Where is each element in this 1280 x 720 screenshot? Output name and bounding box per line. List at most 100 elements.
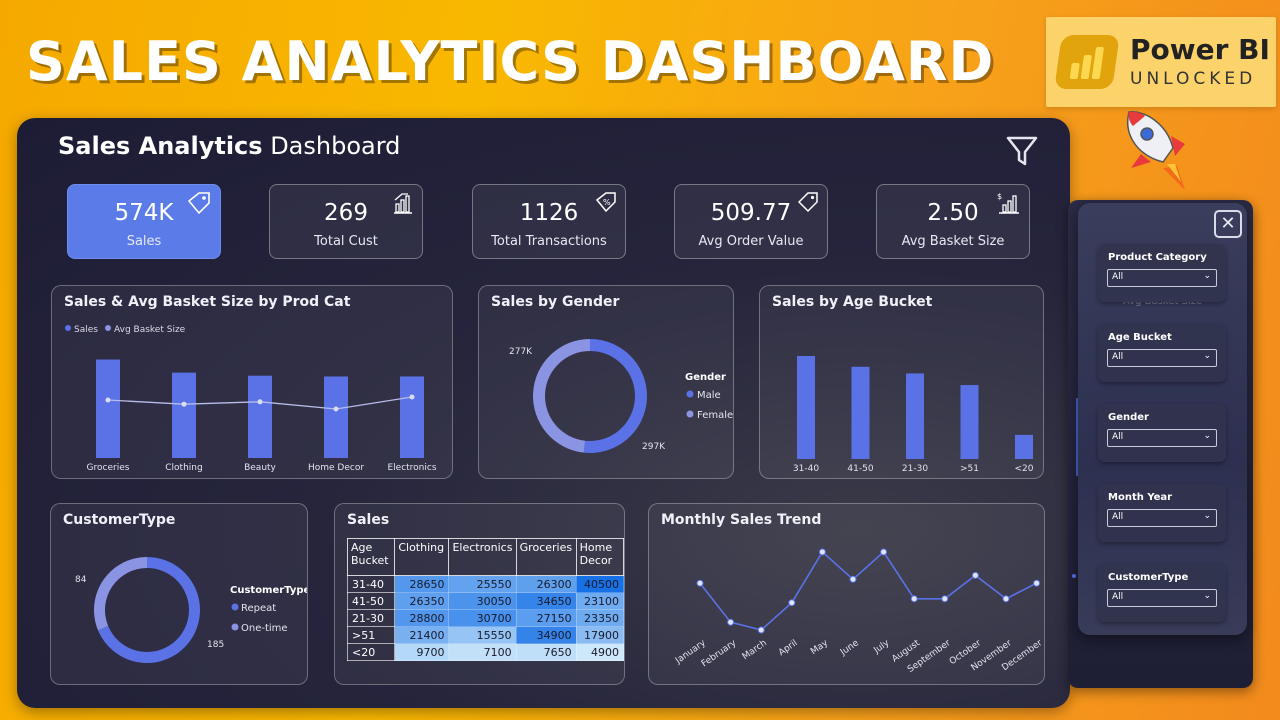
slicer-dropdown[interactable]: All ⌄ (1107, 269, 1217, 287)
slicer-age-bucket[interactable]: Age Bucket All ⌄ (1098, 324, 1226, 382)
kpi-value: 2.50 (927, 200, 979, 226)
kpi-value: 509.77 (710, 200, 792, 226)
slicer-dropdown[interactable]: All ⌄ (1107, 349, 1217, 367)
bar (797, 355, 815, 459)
slicer-customer-type[interactable]: CustomerType All ⌄ (1098, 564, 1226, 622)
slicer-gender[interactable]: Gender All ⌄ (1098, 404, 1226, 462)
chevron-down-icon: ⌄ (1203, 511, 1211, 521)
bar-chart-icon (394, 193, 412, 214)
close-icon[interactable]: ✕ (1214, 210, 1242, 238)
slicer-dropdown[interactable]: All ⌄ (1107, 429, 1217, 447)
slicer-dropdown[interactable]: All ⌄ (1107, 589, 1217, 607)
table-row: 41-50 26350 30050 34650 23100 (346, 592, 625, 610)
slicer-label: Month Year (1108, 492, 1173, 503)
donut-label-male: 297K (642, 442, 666, 452)
x-tick-label: Home Decor (308, 463, 364, 473)
kpi-card-avg-order-value[interactable]: 509.77 Avg Order Value (674, 184, 828, 259)
gender-chart-card[interactable]: Sales by Gender 277K 297K Gender Male Fe… (478, 285, 734, 479)
kpi-value: 574K (114, 200, 174, 226)
table-row: 31-40 28650 25550 26300 40500 (346, 575, 625, 593)
age-bucket-chart-card[interactable]: Sales by Age Bucket 31-40 41-50 21-30 >51 <2… (759, 285, 1044, 479)
row-label: <20 (346, 643, 396, 661)
chart-title: Monthly Sales Trend (661, 512, 822, 528)
column-header: Clothing (394, 538, 450, 576)
gender-donut: 277K 297K Gender Male Female (509, 339, 733, 453)
bar (324, 376, 348, 458)
chevron-down-icon: ⌄ (1203, 591, 1211, 601)
line-point (941, 595, 949, 603)
prodcat-chart: Sales Avg Basket Size Groceries Clothing B… (65, 325, 437, 473)
page-title: Sales Analytics Dashboard (58, 132, 401, 160)
filter-panel: ✕ Avg Basket Size Product Category All⌄ … (1078, 203, 1247, 635)
line-point (333, 406, 339, 412)
x-tick-label: 41-50 (847, 464, 873, 474)
line-point (257, 399, 263, 405)
slicer-product-category[interactable]: Product Category All ⌄ (1098, 244, 1226, 302)
kpi-card-sales[interactable]: 574K Sales (67, 184, 221, 259)
kpi-label: Avg Basket Size (901, 234, 1005, 249)
age-bucket-chart: 31-40 41-50 21-30 >51 <20 (793, 355, 1034, 474)
table-cell: 23350 (575, 609, 625, 627)
donut-label-one-time: 84 (75, 575, 87, 585)
filter-icon[interactable] (1005, 134, 1039, 168)
line-point (757, 626, 765, 634)
sales-matrix-card[interactable]: Sales Age Bucket Clothing Electronics Groce… (334, 503, 625, 685)
table-cell: 4900 (575, 643, 625, 661)
line-point (409, 394, 415, 400)
line-point (181, 401, 187, 407)
x-tick-label: April (777, 638, 800, 658)
table-cell: 7100 (448, 643, 517, 661)
table-cell: 28650 (394, 575, 450, 593)
table-cell: 23100 (575, 592, 625, 610)
kpi-card-total-cust[interactable]: 269 Total Cust (269, 184, 423, 259)
line-point (788, 599, 796, 607)
legend-repeat: Repeat (241, 603, 276, 614)
kpi-card-total-transactions[interactable]: % 1126 Total Transactions (472, 184, 626, 259)
bar (172, 372, 196, 458)
slicer-month-year[interactable]: Month Year All ⌄ (1098, 484, 1226, 542)
table-cell: 30700 (448, 609, 517, 627)
line-point (971, 571, 979, 579)
legend-title: CustomerType (230, 585, 307, 596)
line-point (880, 548, 888, 556)
svg-text:$: $ (997, 192, 1002, 201)
dollar-chart-icon: $ (997, 192, 1019, 214)
chart-title: Sales & Avg Basket Size by Prod Cat (64, 294, 351, 310)
bar (248, 375, 272, 458)
column-header: Groceries (515, 538, 577, 576)
table-cell: 34650 (515, 592, 577, 610)
line-point (105, 397, 111, 403)
legend-avg-basket-size: Avg Basket Size (114, 325, 186, 335)
trend-line (699, 550, 1037, 631)
line-point (696, 579, 704, 587)
line-point (818, 548, 826, 556)
prodcat-chart-card[interactable]: Sales & Avg Basket Size by Prod Cat Sale… (51, 285, 453, 479)
kpi-card-avg-basket-size[interactable]: $ 2.50 Avg Basket Size (876, 184, 1030, 259)
monthly-trend-card[interactable]: Monthly Sales Trend January February March… (648, 503, 1045, 685)
legend-one-time: One-time (241, 623, 288, 634)
table-cell: 17900 (575, 626, 625, 644)
slicer-label: Age Bucket (1108, 332, 1172, 343)
logo-text: Power BI (1130, 33, 1270, 66)
customer-type-chart-card[interactable]: CustomerType 84 185 CustomerType Repeat … (50, 503, 308, 685)
chevron-down-icon: ⌄ (1203, 351, 1211, 361)
price-tag-icon (187, 192, 210, 215)
bar (851, 366, 870, 459)
line-point (1033, 579, 1041, 587)
x-tick-label: Groceries (87, 463, 130, 473)
slicer-dropdown[interactable]: All ⌄ (1107, 509, 1217, 527)
bar (906, 373, 924, 459)
line-point (727, 618, 735, 626)
line-point (849, 575, 857, 583)
slicer-label: Product Category (1108, 252, 1207, 263)
chart-title: Sales by Gender (491, 294, 620, 310)
bar (1015, 434, 1033, 459)
logo-subtext: UNLOCKED (1130, 69, 1257, 89)
legend-title: Gender (685, 372, 726, 383)
x-tick-label: 31-40 (793, 464, 819, 474)
column-header: Home Decor (575, 538, 625, 576)
bar (960, 385, 979, 459)
table-cell: 21400 (394, 626, 450, 644)
table-cell: 7650 (515, 643, 577, 661)
